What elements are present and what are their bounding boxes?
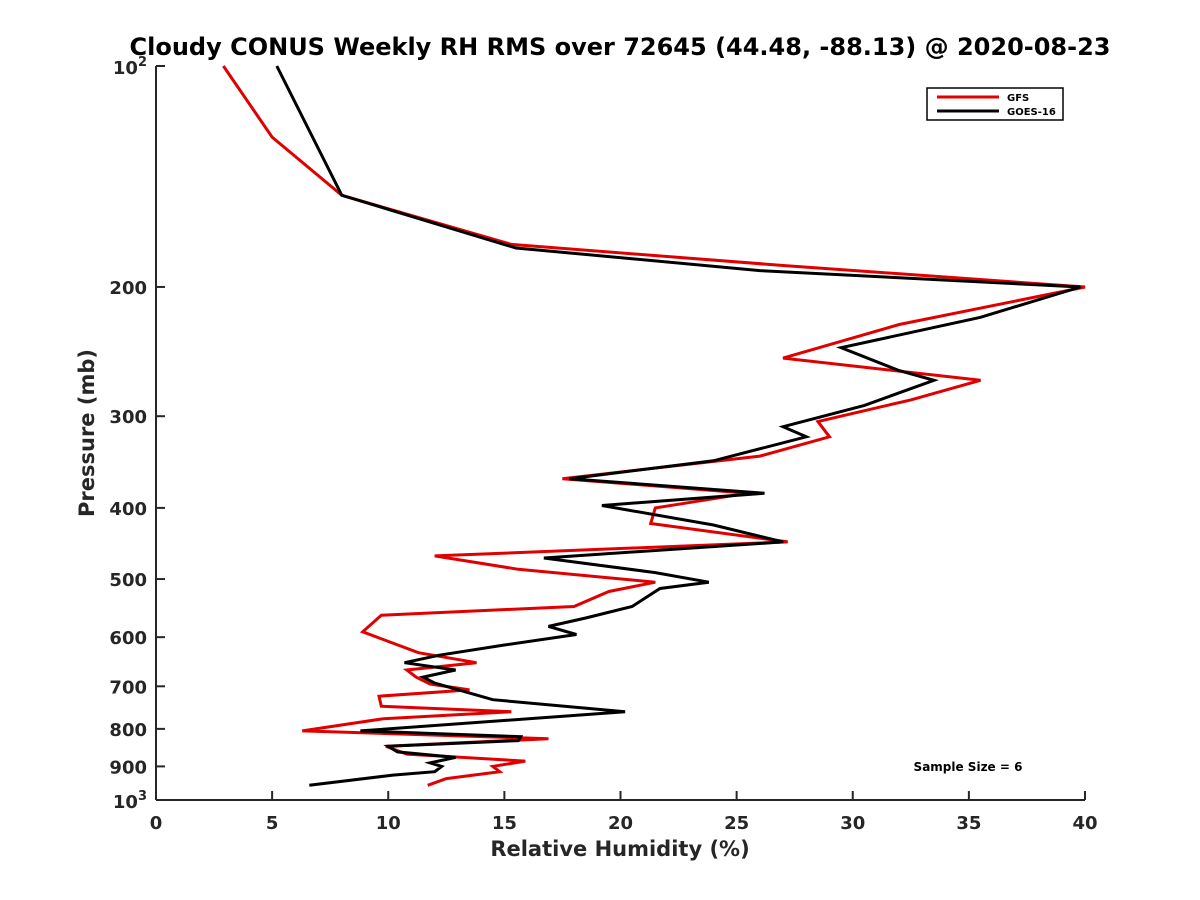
legend-box [926,87,1064,121]
y-tick-base: 10 [113,792,138,813]
y-tick-label: 800 [109,720,147,741]
y-tick-exponent: 2 [138,55,147,70]
x-tick-label: 20 [608,813,633,834]
y-tick-label: 300 [109,407,147,428]
axes: 0 5 10 15 20 25 30 35 40102200300400500600700800… [109,55,1097,834]
x-tick-label: 0 [150,813,163,834]
y-tick-label: 102 [113,55,147,79]
sample-size-annotation: Sample Size = 6 [914,760,1023,774]
chart-title: Cloudy CONUS Weekly RH RMS over 72645 (4… [130,33,1111,61]
y-axis-label: Pressure (mb) [75,349,99,517]
series-line-goes-16 [275,65,1081,787]
y-tick-label: 400 [109,499,147,520]
y-tick-label: 700 [109,677,147,698]
x-tick-label: 25 [724,813,749,834]
x-axis-label: Relative Humidity (%) [490,837,749,861]
y-tick-label: 900 [109,757,147,778]
y-tick-label: 200 [109,278,147,299]
legend-label: GOES-16 [1007,107,1056,118]
y-tick-label: 500 [109,570,147,591]
y-tick-exponent: 3 [138,789,147,804]
legend: GFS GOES-16 [926,87,1064,121]
x-tick-label: 30 [840,813,865,834]
legend-label: GFS [1007,93,1029,104]
y-tick-label: 103 [113,789,147,813]
y-tick-label: 600 [109,628,147,649]
x-tick-label: 15 [492,813,517,834]
x-tick-label: 35 [956,813,981,834]
x-tick-label: 10 [376,813,401,834]
x-tick-label: 40 [1072,813,1097,834]
x-tick-label: 5 [266,813,279,834]
annotations: Sample Size = 6 [914,760,1023,774]
data-series [222,65,1086,787]
y-tick-base: 10 [113,58,138,79]
